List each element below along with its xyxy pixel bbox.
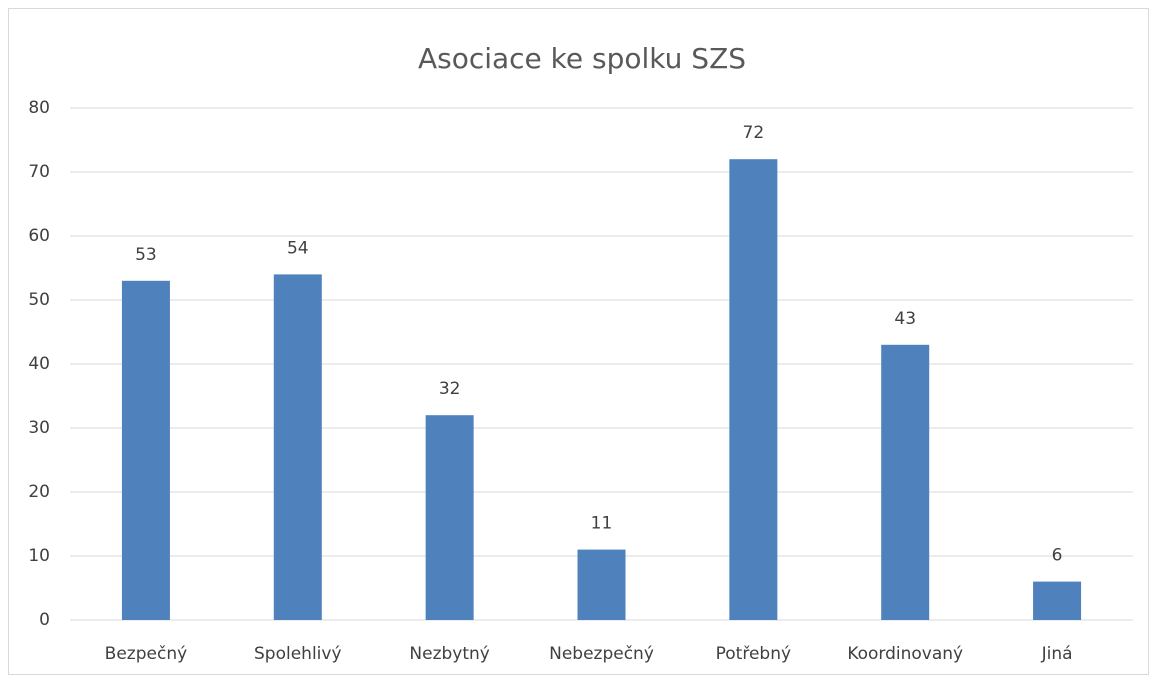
y-tick-label: 60 — [28, 226, 50, 246]
y-tick-label: 30 — [28, 418, 50, 438]
x-tick-label: Bezpečný — [105, 644, 187, 664]
x-tick-label: Nezbytný — [409, 644, 489, 664]
data-label: 43 — [894, 309, 916, 329]
bar — [273, 274, 322, 620]
y-tick-label: 40 — [28, 354, 50, 374]
y-tick-label: 20 — [28, 482, 50, 502]
x-tick-label: Spolehlivý — [254, 644, 342, 664]
bar — [121, 280, 170, 620]
x-tick-label: Koordinovaný — [847, 644, 963, 664]
data-label: 6 — [1052, 546, 1063, 566]
data-label: 53 — [135, 245, 157, 265]
data-label: 54 — [287, 238, 309, 258]
y-tick-label: 10 — [28, 546, 50, 566]
y-tick-label: 0 — [39, 610, 50, 630]
data-label: 72 — [743, 123, 765, 143]
bar — [881, 344, 930, 620]
bar — [1033, 581, 1082, 620]
x-tick-label: Nebezpečný — [549, 644, 654, 664]
y-tick-label: 70 — [28, 162, 50, 182]
y-tick-label: 80 — [28, 98, 50, 118]
data-label: 32 — [439, 379, 461, 399]
bar — [577, 549, 626, 620]
y-tick-label: 50 — [28, 290, 50, 310]
x-tick-label: Potřebný — [716, 644, 791, 664]
bar — [729, 159, 778, 620]
x-tick-label: Jiná — [1041, 644, 1073, 664]
bar — [425, 415, 474, 620]
data-label: 11 — [591, 514, 613, 534]
chart-title: Asociace ke spolku SZS — [418, 42, 746, 75]
